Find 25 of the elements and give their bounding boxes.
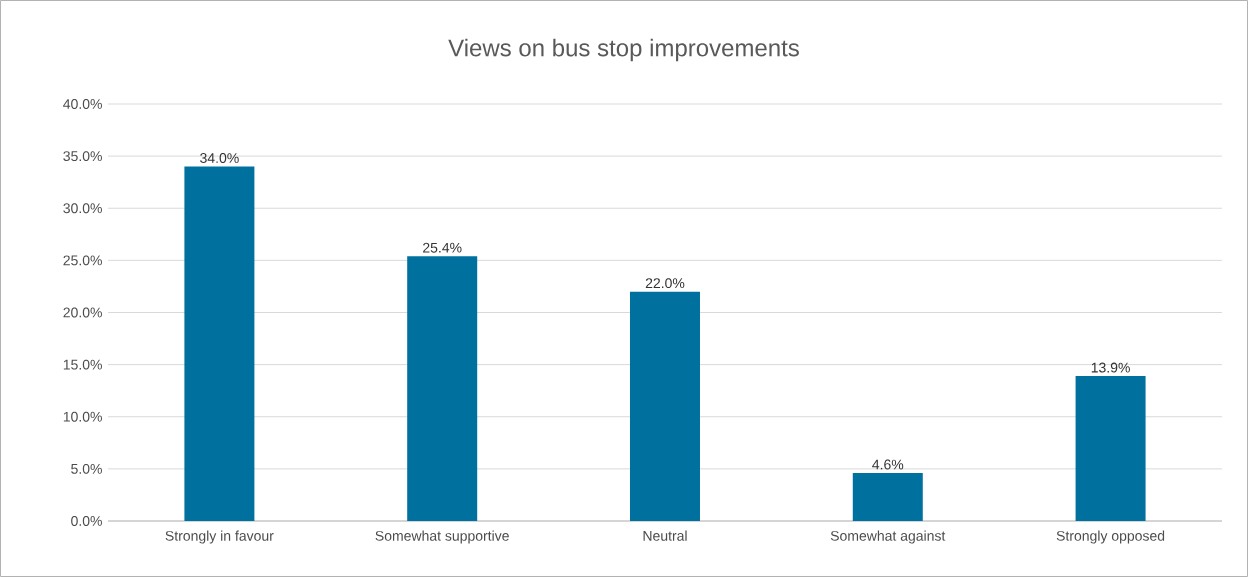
x-tick-label: Strongly opposed [1056, 530, 1165, 544]
data-label: 22.0% [645, 278, 685, 289]
bar [184, 166, 255, 521]
x-tick-label: Somewhat against [830, 530, 946, 544]
bar [629, 291, 700, 521]
y-tick-label: 15.0% [63, 359, 102, 370]
y-tick-label: 10.0% [63, 411, 102, 422]
data-label: 13.9% [1091, 362, 1130, 373]
y-tick-label: 35.0% [63, 151, 102, 162]
bar [1075, 376, 1146, 521]
y-tick-label: 30.0% [63, 203, 102, 214]
bar [852, 473, 923, 521]
bar [407, 256, 478, 521]
data-label: 34.0% [200, 153, 239, 164]
x-tick-label: Neutral [643, 530, 687, 541]
data-label: 4.6% [872, 459, 904, 470]
y-tick-label: 5.0% [71, 463, 102, 474]
x-tick-label: Strongly in favour [165, 530, 274, 544]
x-tick-label: Somewhat supportive [375, 530, 509, 544]
y-tick-label: 40.0% [63, 99, 102, 109]
data-label: 25.4% [423, 242, 462, 253]
y-tick-label: 0.0% [71, 516, 102, 526]
y-tick-label: 20.0% [63, 307, 102, 318]
y-tick-label: 25.0% [63, 255, 102, 266]
chart-title: Views on bus stop improvements [448, 38, 799, 62]
